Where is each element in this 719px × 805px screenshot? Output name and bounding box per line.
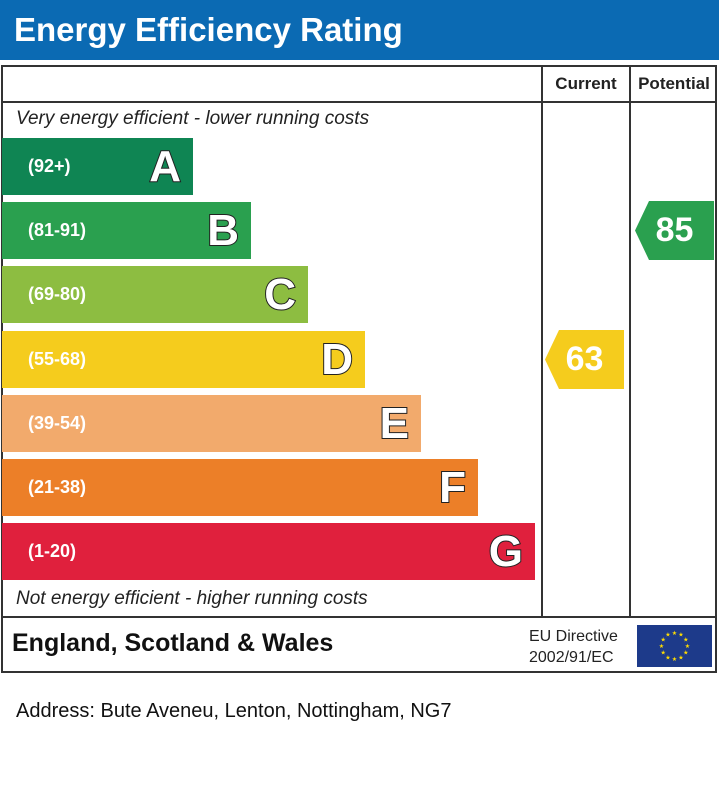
- star-icon: ★: [659, 643, 664, 650]
- column-divider: [629, 65, 631, 617]
- star-icon: ★: [661, 637, 666, 644]
- star-icon: ★: [685, 643, 690, 650]
- band-letter: B: [206, 205, 240, 256]
- band-bar-c: (69-80) C: [2, 266, 308, 323]
- address: Address: Bute Aveneu, Lenton, Nottingham…: [16, 700, 452, 722]
- current-rating-arrow: 63: [545, 330, 624, 389]
- eu-directive: EU Directive 2002/91/EC: [529, 626, 618, 668]
- chart-title: Energy Efficiency Rating: [0, 0, 719, 60]
- star-icon: ★: [665, 632, 670, 639]
- band-bar-d: (55-68) D: [2, 331, 365, 388]
- band-range: (81-91): [28, 220, 87, 240]
- band-range: (92+): [28, 156, 71, 176]
- top-note: Very energy efficient - lower running co…: [16, 108, 370, 129]
- band-bar-f: (21-38) F: [2, 459, 478, 516]
- directive-line2: 2002/91/EC: [529, 649, 614, 666]
- band-letter: E: [379, 398, 410, 449]
- band-letter: G: [488, 526, 524, 577]
- band-range: (39-54): [28, 413, 87, 433]
- band-bar-e: (39-54) E: [2, 395, 421, 452]
- band-range: (55-68): [28, 349, 87, 369]
- footer-divider: [1, 616, 717, 618]
- star-icon: ★: [672, 656, 677, 663]
- band-bar-g: (1-20) G: [2, 523, 535, 580]
- band-range: (69-80): [28, 284, 87, 304]
- current-column-header: Current: [555, 74, 617, 93]
- star-icon: ★: [678, 632, 683, 639]
- star-icon: ★: [665, 654, 670, 661]
- directive-line1: EU Directive: [529, 628, 618, 645]
- header-divider: [1, 101, 717, 103]
- eu-flag-icon: ★★★★★★★★★ ★ ★★: [637, 625, 712, 667]
- star-icon: ★: [672, 630, 677, 637]
- band-range: (1-20): [28, 541, 77, 561]
- potential-rating-arrow: 85: [635, 201, 714, 260]
- bottom-note: Not energy efficient - higher running co…: [16, 588, 368, 609]
- band-letter: D: [320, 334, 354, 385]
- star-icon: ★: [661, 650, 666, 657]
- star-icon: ★: [683, 650, 688, 657]
- band-letter: F: [438, 462, 467, 513]
- band-range: (21-38): [28, 477, 87, 497]
- potential-column-header: Potential: [638, 74, 710, 93]
- column-divider: [541, 65, 543, 617]
- band-bar-a: (92+) A: [2, 138, 193, 195]
- band-bar-b: (81-91) B: [2, 202, 251, 259]
- band-letter: A: [148, 141, 182, 192]
- star-icon: ★: [683, 637, 688, 644]
- star-icon: ★: [678, 654, 683, 661]
- band-letter: C: [263, 269, 297, 320]
- region-label: England, Scotland & Wales: [12, 629, 334, 657]
